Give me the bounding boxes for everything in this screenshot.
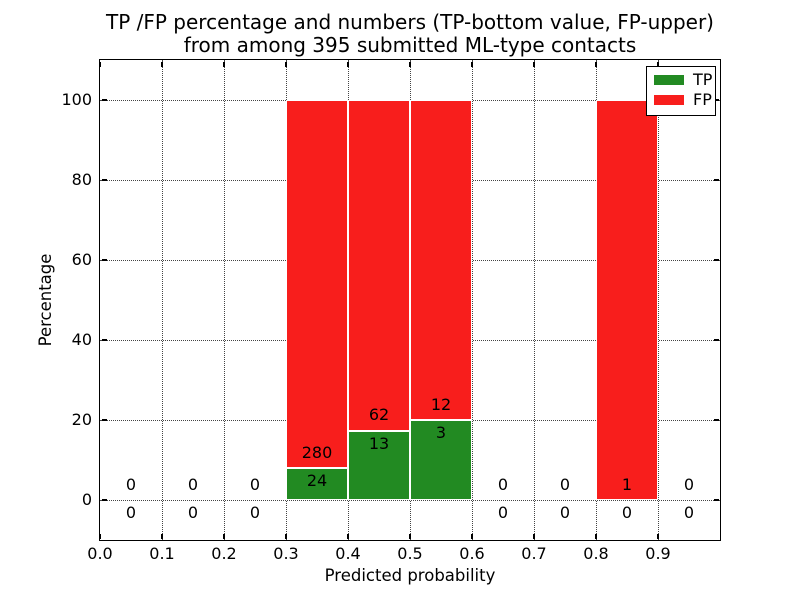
- y-tick-label: 100: [61, 90, 92, 109]
- bar-count-fp: 0: [683, 474, 695, 494]
- grid-line-vertical: [534, 60, 535, 540]
- x-tick-label: 0.0: [87, 544, 113, 563]
- legend-label-tp: TP: [693, 70, 713, 89]
- y-tick-mark-right: [713, 179, 719, 181]
- bar-count-tp: 0: [249, 503, 261, 522]
- x-tick-mark: [595, 533, 597, 539]
- x-tick-label: 0.7: [521, 544, 547, 563]
- x-tick-mark-top: [223, 61, 225, 67]
- legend-entry-tp: TP: [647, 70, 715, 90]
- x-tick-mark-top: [161, 61, 163, 67]
- x-tick-mark: [657, 533, 659, 539]
- bar-count-fp: 0: [559, 474, 571, 494]
- x-tick-mark: [99, 533, 101, 539]
- x-tick-label: 0.2: [211, 544, 237, 563]
- y-tick-mark-right: [713, 259, 719, 261]
- y-tick-mark-right: [713, 499, 719, 501]
- bar-count-tp: 0: [125, 503, 137, 522]
- x-tick-label: 0.8: [583, 544, 609, 563]
- x-tick-mark: [285, 533, 287, 539]
- x-tick-mark-top: [409, 61, 411, 67]
- y-axis-label: Percentage: [36, 253, 55, 347]
- grid-line-vertical: [224, 60, 225, 540]
- bar-count-fp: 0: [125, 474, 137, 494]
- bar-count-tp: 3: [435, 423, 447, 442]
- y-tick-label: 80: [71, 170, 92, 189]
- x-tick-mark: [533, 533, 535, 539]
- y-tick-mark-right: [713, 419, 719, 421]
- y-tick-mark: [101, 499, 107, 501]
- grid-line-vertical: [658, 60, 659, 540]
- x-tick-label: 0.3: [273, 544, 299, 563]
- x-tick-mark: [409, 533, 411, 539]
- bar-count-tp: 13: [368, 433, 390, 453]
- x-tick-label: 0.1: [149, 544, 175, 563]
- x-tick-mark-top: [285, 61, 287, 67]
- legend-entry-fp: FP: [647, 90, 715, 110]
- y-tick-mark: [101, 339, 107, 341]
- grid-line-horizontal: [100, 500, 720, 501]
- chart-title-line-2: from among 395 submitted ML-type contact…: [183, 33, 637, 57]
- x-tick-mark-top: [347, 61, 349, 67]
- bar-count-tp: 0: [621, 503, 633, 522]
- bar-segment-fp: [410, 100, 472, 420]
- chart-title-line-1: TP /FP percentage and numbers (TP-bottom…: [106, 10, 714, 34]
- y-tick-mark: [101, 259, 107, 261]
- chart-title: TP /FP percentage and numbers (TP-bottom…: [100, 11, 720, 57]
- x-tick-mark: [347, 533, 349, 539]
- bar-count-fp: 1: [621, 474, 633, 494]
- y-tick-label: 20: [71, 410, 92, 429]
- grid-line-vertical: [472, 60, 473, 540]
- y-tick-mark: [101, 419, 107, 421]
- bar-count-fp: 62: [368, 405, 390, 425]
- bar-segment-tp: [286, 468, 348, 500]
- x-tick-mark: [161, 533, 163, 539]
- x-tick-label: 0.9: [645, 544, 671, 563]
- bar-segment-fp: [596, 100, 658, 500]
- x-tick-mark-top: [99, 61, 101, 67]
- legend-swatch-tp: [654, 75, 684, 85]
- x-tick-mark-top: [471, 61, 473, 67]
- y-tick-label: 0: [81, 490, 92, 509]
- x-tick-mark-top: [533, 61, 535, 67]
- x-tick-mark-top: [595, 61, 597, 67]
- plot-area-border: [99, 59, 721, 541]
- y-tick-label: 60: [71, 250, 92, 269]
- grid-line-vertical: [162, 60, 163, 540]
- bar-segment-fp: [348, 100, 410, 431]
- x-tick-label: 0.6: [459, 544, 485, 563]
- bar-count-tp: 24: [306, 471, 328, 491]
- x-tick-mark: [223, 533, 225, 539]
- x-tick-mark-top: [657, 61, 659, 67]
- bar-count-tp: 0: [683, 503, 695, 522]
- y-tick-mark-right: [713, 339, 719, 341]
- y-tick-mark: [101, 179, 107, 181]
- legend-swatch-fp: [654, 95, 684, 105]
- legend: TP FP: [646, 66, 716, 116]
- legend-label-fp: FP: [693, 90, 712, 109]
- bar-count-fp: 0: [187, 474, 199, 494]
- bar-count-fp: 280: [301, 442, 333, 462]
- bar-segment-tp: [410, 420, 472, 500]
- x-axis-label: Predicted probability: [324, 566, 496, 585]
- bar-segment-fp: [286, 100, 348, 469]
- bar-segment-tp: [348, 430, 410, 500]
- bar-count-fp: 0: [249, 474, 261, 494]
- x-tick-label: 0.4: [335, 544, 361, 563]
- bar-count-tp: 0: [187, 503, 199, 522]
- y-tick-label: 40: [71, 330, 92, 349]
- y-tick-mark: [101, 99, 107, 101]
- bar-count-tp: 0: [559, 503, 571, 522]
- bar-count-tp: 0: [497, 503, 509, 522]
- bar-count-fp: 12: [430, 394, 452, 414]
- y-tick-mark-right: [713, 99, 719, 101]
- x-tick-mark: [471, 533, 473, 539]
- bar-count-fp: 0: [497, 474, 509, 494]
- x-tick-label: 0.5: [397, 544, 423, 563]
